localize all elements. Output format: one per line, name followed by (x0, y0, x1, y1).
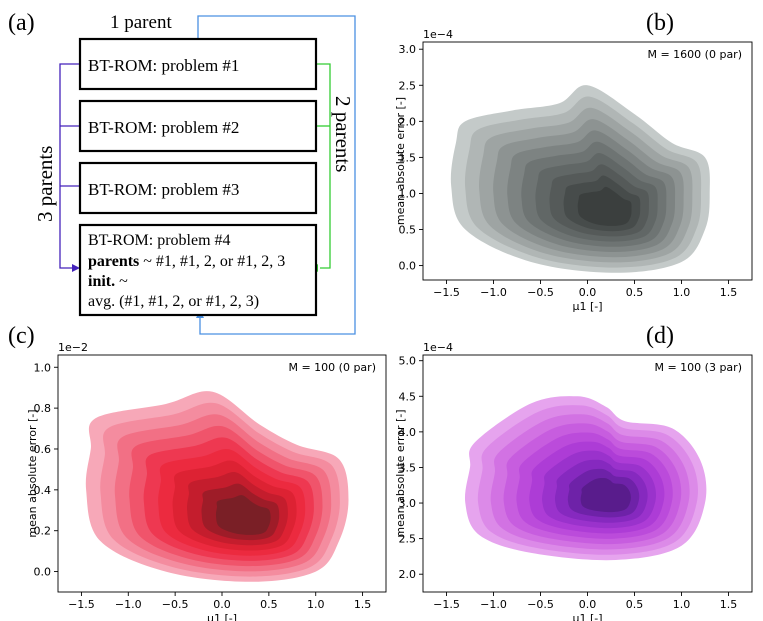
y-tick-label: 0.8 (34, 402, 52, 415)
contour-fill-group (85, 391, 349, 582)
scale-label: 1e−2 (58, 341, 88, 354)
x-tick-label: 1.5 (720, 286, 738, 299)
problem-3-label: BT-ROM: problem #3 (88, 180, 239, 199)
problem-4-avg-line: avg. (#1, #1, 2, or #1, 2, 3) (88, 293, 259, 310)
scale-label: 1e−4 (423, 341, 453, 354)
three-parents-arrowhead (72, 264, 80, 272)
x-tick-label: 0.5 (626, 598, 644, 611)
problem-4-init-line: init. ~ (88, 273, 128, 290)
y-tick-label: 5.0 (399, 355, 417, 368)
y-tick-label: 3.0 (399, 43, 417, 56)
x-tick-label: 0.5 (260, 598, 278, 611)
y-tick-label: 4.0 (399, 426, 417, 439)
x-axis-label: μ1 [-] (207, 612, 237, 621)
x-tick-label: −0.5 (162, 598, 189, 611)
x-axis-label: μ1 [-] (572, 612, 602, 621)
problem-4-parents-line: parents ~ #1, #1, 2, or #1, 2, 3 (88, 253, 285, 270)
y-axis-label: mean absolute error [-] (394, 97, 407, 225)
x-tick-label: 1.0 (673, 286, 691, 299)
y-tick-label: 2.0 (399, 115, 417, 128)
two-parents-label: 2 parents (331, 96, 355, 172)
contour-fill-group (450, 85, 710, 273)
y-tick-label: 1.0 (399, 187, 417, 200)
problem-3-box (78, 161, 318, 215)
panel-label: (d) (646, 323, 674, 349)
chart-annotation: M = 100 (3 par) (654, 361, 742, 374)
one-parent-arrow (197, 15, 356, 335)
x-tick-label: 0.0 (579, 286, 597, 299)
three-parents-arrow (59, 63, 80, 269)
y-tick-label: 2.5 (399, 79, 417, 92)
x-tick-label: −1.0 (480, 598, 507, 611)
contour-fill-group (464, 396, 707, 561)
parents-options: ~ #1, #1, 2, or #1, 2, 3 (139, 253, 285, 270)
y-tick-label: 1.0 (34, 361, 52, 374)
x-tick-label: −1.0 (115, 598, 142, 611)
x-tick-label: −1.0 (480, 286, 507, 299)
contour-level-10 (215, 495, 271, 535)
parents-keyword: parents (88, 253, 139, 270)
chart-panel-d: (d) −1.5 −1.0 −0.5 0.0 0.5 1.0 1.5 2.0 2.5 3.0 3.5 4… (394, 323, 753, 621)
chart-annotation: M = 100 (0 par) (288, 361, 376, 374)
three-parents-label: 3 parents (33, 146, 57, 222)
diagram-panel: (a) 1 parent 2 parents 3 parents BT-ROM:… (8, 10, 356, 335)
x-tick-label: −1.5 (433, 598, 460, 611)
init-keyword: init. (88, 273, 115, 290)
chart-annotation: M = 1600 (0 par) (647, 48, 742, 61)
x-tick-label: −1.5 (68, 598, 95, 611)
y-tick-label: 0.2 (34, 525, 52, 538)
y-tick-label: 0.5 (399, 224, 417, 237)
x-tick-label: 1.5 (720, 598, 738, 611)
problem-1-box (78, 37, 318, 91)
panel-label: (b) (646, 10, 674, 36)
x-tick-label: 1.0 (673, 598, 691, 611)
x-tick-label: 0.0 (579, 598, 597, 611)
y-tick-label: 3.5 (399, 461, 417, 474)
y-tick-label: 0.4 (34, 484, 52, 497)
two-parents-arrow (316, 63, 331, 269)
y-tick-label: 2.0 (399, 568, 417, 581)
problem-2-label: BT-ROM: problem #2 (88, 118, 239, 137)
x-tick-label: −0.5 (527, 286, 554, 299)
problem-4-box (78, 223, 318, 317)
y-axis-label: mean absolute error [-] (394, 409, 407, 537)
x-tick-label: 1.5 (354, 598, 372, 611)
x-axis-label: μ1 [-] (572, 300, 602, 313)
y-tick-label: 4.5 (399, 390, 417, 403)
panel-label-a: (a) (8, 10, 35, 36)
x-tick-label: 0.5 (626, 286, 644, 299)
y-tick-label: 0.0 (399, 260, 417, 273)
chart-panel-c: (c) −1.5 −1.0 −0.5 0.0 0.5 1.0 1.5 0.0 0.2 0.4 0.6 0… (8, 323, 387, 621)
x-tick-label: −0.5 (527, 598, 554, 611)
x-tick-label: −1.5 (433, 286, 460, 299)
y-tick-label: 3.0 (399, 497, 417, 510)
y-tick-label: 0.6 (34, 443, 52, 456)
x-tick-label: 0.0 (213, 598, 231, 611)
scale-label: 1e−4 (423, 28, 453, 41)
y-tick-label: 1.5 (399, 151, 417, 164)
one-parent-label: 1 parent (110, 12, 172, 33)
panel-label: (c) (8, 323, 35, 349)
contour-level-10 (577, 186, 632, 226)
contour-level-10 (580, 477, 631, 513)
y-axis-label: mean absolute error [-] (26, 409, 39, 537)
x-tick-label: 1.0 (307, 598, 325, 611)
problem-4-label: BT-ROM: problem #4 (88, 232, 231, 249)
chart-panel-b: (b) −1.5 −1.0 −0.5 0.0 0.5 1.0 1.5 0.0 0.5 1.0 1.5 2… (394, 10, 753, 313)
problem-1-label: BT-ROM: problem #1 (88, 56, 239, 75)
y-tick-label: 0.0 (34, 566, 52, 579)
init-tilde: ~ (115, 273, 128, 290)
y-tick-label: 2.5 (399, 533, 417, 546)
problem-2-box (78, 99, 318, 153)
